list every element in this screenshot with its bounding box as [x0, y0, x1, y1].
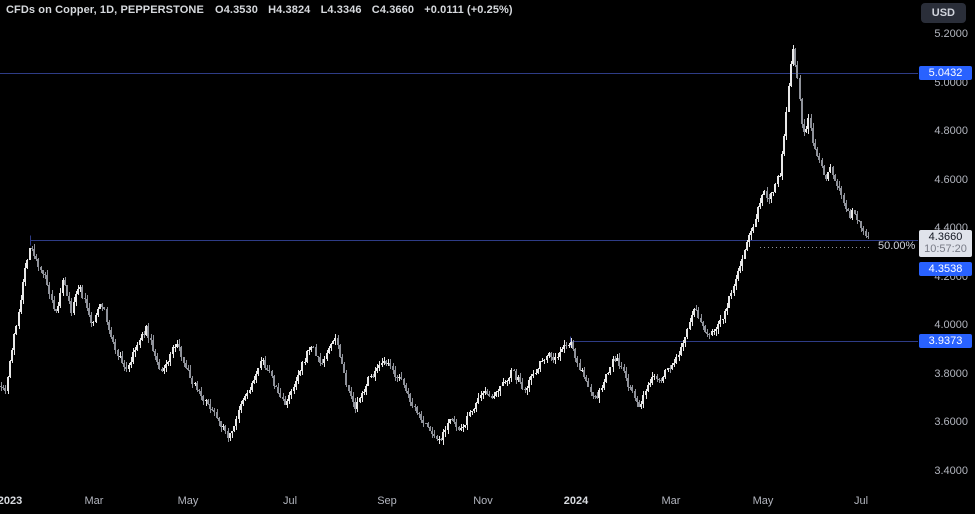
time-tick-year: 2023: [0, 495, 23, 507]
last-price-countdown-label[interactable]: 4.3660 10:57:20: [919, 230, 972, 257]
time-tick-month: Mar: [661, 495, 681, 507]
time-axis[interactable]: 2023 Mar May Jul Sep Nov 2024 Mar May Jul: [0, 492, 975, 514]
price-axis[interactable]: 5.2000 5.0000 4.8000 4.6000 4.4000 4.2000 4.00…: [918, 0, 975, 490]
price-tick-label: 3.8000: [934, 368, 968, 380]
ohlc-open-value: O4.3530: [215, 4, 258, 16]
time-tick-month: Mar: [84, 495, 104, 507]
price-tick-label: 5.0000: [934, 77, 968, 89]
price-tick-label: 4.0000: [934, 319, 968, 331]
price-tick-label: 3.6000: [934, 416, 968, 428]
price-tick-label: 3.4000: [934, 465, 968, 477]
ohlc-close-value: C4.3660: [371, 4, 415, 16]
price-tick-label: 4.8000: [934, 125, 968, 137]
last-price-value: 4.3660: [928, 231, 963, 243]
time-tick-month: Nov: [473, 495, 493, 507]
change-value: +0.0111 (+0.25%): [424, 4, 513, 16]
time-tick-month: Jul: [853, 495, 869, 507]
time-tick-month: May: [177, 495, 199, 507]
level-price-label[interactable]: 4.3538: [919, 262, 972, 276]
bar-countdown: 10:57:20: [924, 243, 967, 255]
time-tick-year: 2024: [563, 495, 589, 507]
currency-unit-button[interactable]: USD: [920, 3, 966, 23]
time-tick-month: Jul: [282, 495, 298, 507]
symbol-legend: CFDs on Copper, 1D, PEPPERSTONE O4.3530 …: [6, 4, 520, 16]
ohlc-high-value: H4.3824: [268, 4, 311, 16]
price-tick-label: 4.6000: [934, 174, 968, 186]
ohlc-low-value: L4.3346: [320, 4, 362, 16]
level-price-label[interactable]: 3.9373: [919, 334, 972, 348]
symbol-title[interactable]: CFDs on Copper, 1D, PEPPERSTONE: [6, 4, 204, 16]
time-tick-month: May: [752, 495, 774, 507]
time-tick-month: Sep: [377, 495, 397, 507]
fib-percentage-label[interactable]: 50.00%: [878, 240, 916, 252]
level-price-label[interactable]: 5.0432: [919, 66, 972, 80]
price-tick-label: 5.2000: [934, 28, 968, 40]
